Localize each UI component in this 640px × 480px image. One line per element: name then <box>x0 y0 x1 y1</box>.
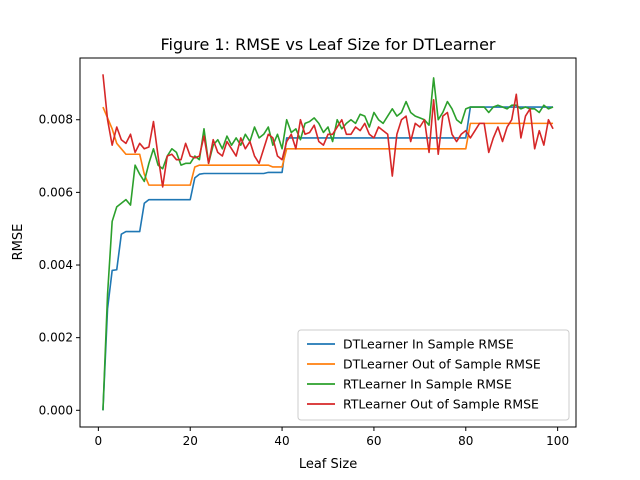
y-tick-label: 0.004 <box>39 258 73 272</box>
series-layer <box>102 74 554 411</box>
x-tick-label: 20 <box>183 434 198 448</box>
legend-label: DTLearner In Sample RMSE <box>343 337 514 352</box>
x-tick-label: 60 <box>366 434 381 448</box>
chart-title: Figure 1: RMSE vs Leaf Size for DTLearne… <box>160 35 495 54</box>
y-axis-label: RMSE <box>11 224 26 261</box>
series-line-4 <box>102 74 554 188</box>
legend-label: RTLearner In Sample RMSE <box>343 377 512 392</box>
series-line-3 <box>102 77 554 411</box>
y-tick-label: 0.002 <box>39 331 73 345</box>
x-axis-ticks: 0 20 40 60 80 100 <box>95 427 569 448</box>
legend: DTLearner In Sample RMSE DTLearner Out of… <box>297 329 570 421</box>
y-tick-label: 0.008 <box>39 113 73 127</box>
x-tick-label: 80 <box>458 434 473 448</box>
y-tick-label: 0.006 <box>39 185 73 199</box>
legend-label: DTLearner Out of Sample RMSE <box>343 357 541 372</box>
plot-frame <box>79 57 577 428</box>
x-tick-label: 40 <box>274 434 289 448</box>
legend-box <box>297 329 570 421</box>
x-tick-label: 100 <box>546 434 569 448</box>
y-tick-label: 0.000 <box>39 403 73 417</box>
legend-label: RTLearner Out of Sample RMSE <box>343 397 539 412</box>
series-line-2 <box>102 106 554 186</box>
x-axis-label: Leaf Size <box>299 457 357 472</box>
y-axis-ticks: 0.000 0.002 0.004 0.006 0.008 <box>39 113 80 417</box>
x-tick-label: 0 <box>95 434 103 448</box>
